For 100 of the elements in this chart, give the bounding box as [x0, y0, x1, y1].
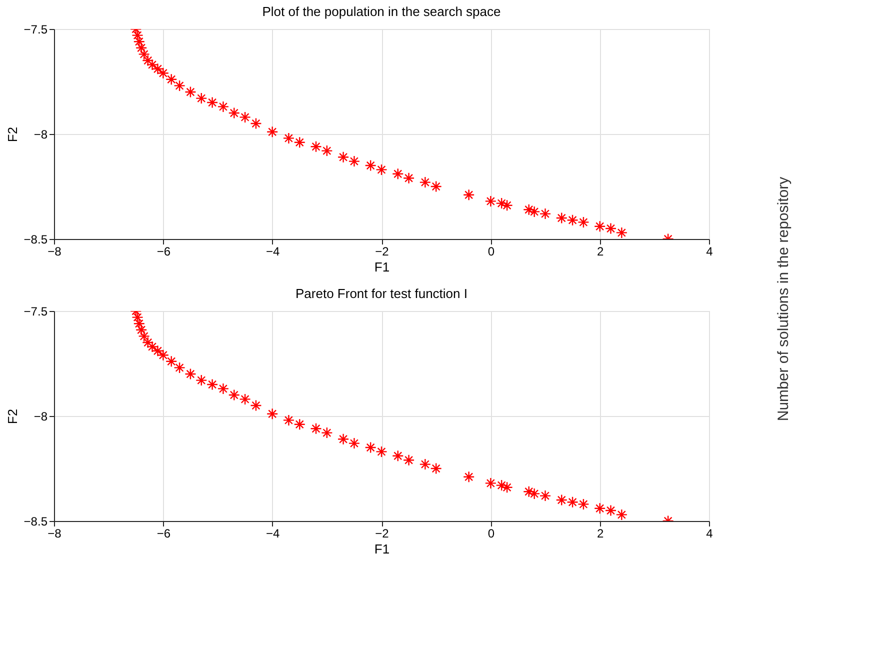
point — [523, 204, 535, 216]
point — [402, 172, 415, 184]
point — [528, 206, 540, 218]
point — [376, 164, 388, 176]
y-tick-label: −8.5 — [24, 232, 48, 246]
x-tick-label: −2 — [375, 526, 390, 540]
point — [133, 36, 145, 48]
point — [138, 48, 150, 60]
point — [310, 422, 322, 434]
point — [133, 318, 145, 330]
point — [376, 446, 388, 458]
point — [484, 195, 497, 208]
x-tick-label: −8 — [48, 244, 62, 258]
point — [484, 477, 497, 490]
point — [228, 107, 240, 119]
point — [556, 212, 568, 224]
point — [157, 67, 170, 79]
point — [348, 437, 360, 450]
point — [184, 86, 196, 98]
x-tick-label: −2 — [375, 244, 390, 258]
text: Number of solutions in the repository — [775, 176, 792, 422]
point — [310, 140, 322, 152]
point — [578, 498, 590, 510]
point — [594, 502, 606, 514]
point — [523, 486, 535, 498]
point — [166, 74, 178, 86]
point — [594, 220, 606, 232]
x-tick-label: −6 — [156, 526, 171, 540]
chart-title: Plot of the population in the search space — [262, 4, 501, 19]
point — [501, 482, 513, 494]
point — [146, 58, 158, 71]
x-tick-label: −4 — [266, 526, 280, 540]
point — [392, 168, 404, 180]
point — [462, 189, 475, 201]
x-tick-label: −6 — [156, 244, 171, 258]
point — [616, 508, 628, 521]
point — [282, 414, 295, 426]
point — [294, 136, 306, 148]
y-tick-label: −7.5 — [24, 22, 48, 36]
point — [337, 433, 350, 445]
point — [348, 155, 360, 168]
point — [138, 330, 150, 342]
point — [556, 494, 568, 506]
point — [566, 496, 578, 508]
point — [294, 418, 306, 430]
x-tick-label: 2 — [596, 526, 604, 540]
y-tick-label: −7.5 — [24, 304, 48, 318]
point — [430, 180, 442, 192]
point — [616, 226, 628, 239]
point — [174, 80, 186, 92]
point — [337, 151, 350, 163]
point — [135, 42, 148, 54]
point — [282, 132, 295, 144]
x-tick-label: −4 — [266, 244, 280, 258]
point — [364, 160, 376, 172]
x-tick-label: 0 — [488, 526, 495, 540]
y-tick-label: −8 — [34, 410, 48, 424]
y-tick-label: −8.5 — [24, 514, 48, 528]
point — [321, 426, 333, 439]
point — [174, 362, 186, 374]
point — [604, 222, 617, 234]
point — [228, 389, 240, 401]
point — [419, 458, 432, 470]
point — [239, 393, 251, 406]
point — [462, 471, 475, 483]
x-tick-label: 4 — [706, 526, 714, 540]
point — [566, 214, 578, 226]
point — [132, 311, 144, 324]
y-tick-label: −8 — [34, 128, 48, 142]
point — [539, 490, 552, 502]
point — [152, 345, 164, 357]
point — [419, 176, 432, 188]
chart-title: Pareto Front for test function I — [296, 286, 468, 301]
point — [250, 118, 262, 130]
point — [266, 408, 278, 420]
point — [157, 349, 170, 361]
point — [364, 442, 376, 454]
point — [196, 92, 208, 104]
point — [135, 324, 148, 336]
point — [152, 63, 164, 75]
y-axis-title: F2 — [4, 126, 20, 142]
x-tick-label: 4 — [706, 244, 714, 258]
x-tick-label: 2 — [596, 244, 604, 258]
point — [321, 144, 333, 157]
point — [196, 374, 208, 386]
point — [166, 356, 178, 368]
point — [496, 197, 508, 210]
point — [496, 479, 508, 492]
x-axis-title: F1 — [374, 260, 390, 274]
point — [184, 368, 196, 380]
point — [217, 100, 230, 113]
point — [206, 96, 218, 108]
x-tick-label: −8 — [48, 526, 62, 540]
x-tick-label: 0 — [488, 244, 495, 258]
point — [528, 488, 540, 500]
point — [402, 454, 415, 466]
point — [501, 200, 513, 212]
point — [539, 208, 552, 220]
point — [392, 450, 404, 462]
y-axis-title: F2 — [4, 408, 20, 424]
